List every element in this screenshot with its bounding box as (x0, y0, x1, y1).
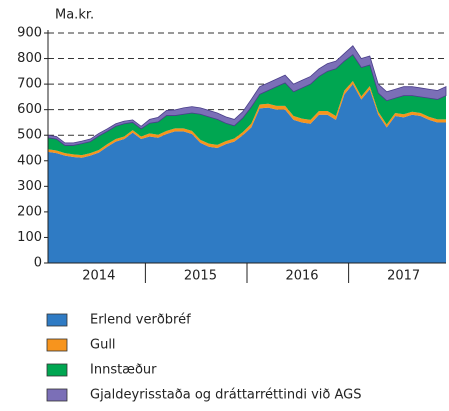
y-tick-label: 400 (17, 153, 42, 168)
x-tick-label: 2014 (82, 269, 115, 284)
area (48, 84, 446, 263)
y-tick-label: 200 (17, 204, 42, 219)
legend-label: Innstæður (90, 363, 157, 378)
legend-label: Erlend verðbréf (90, 313, 191, 328)
y-tick-label: 100 (17, 230, 42, 245)
y-tick-label: 300 (17, 179, 42, 194)
x-tick-label: 2016 (285, 269, 318, 284)
legend-swatch (46, 363, 68, 377)
legend-label: Gjaldeyrisstaða og dráttarréttindi við A… (90, 388, 361, 403)
area (47, 45, 447, 146)
y-tick-label: 900 (17, 26, 42, 41)
axis-label: Ma.kr. (55, 8, 94, 23)
legend-swatch (46, 388, 68, 402)
y-tick-label: 700 (17, 77, 42, 92)
y-tick-label: 500 (17, 128, 42, 143)
y-tick-label: 0 (34, 256, 42, 271)
legend-swatch (46, 313, 68, 327)
legend-swatch (46, 338, 68, 352)
x-tick-label: 2017 (387, 269, 420, 284)
y-tick-label: 600 (17, 102, 42, 117)
y-tick-label: 800 (17, 51, 42, 66)
legend-label: Gull (90, 338, 116, 353)
area (48, 54, 446, 156)
x-tick-label: 2015 (184, 269, 217, 284)
